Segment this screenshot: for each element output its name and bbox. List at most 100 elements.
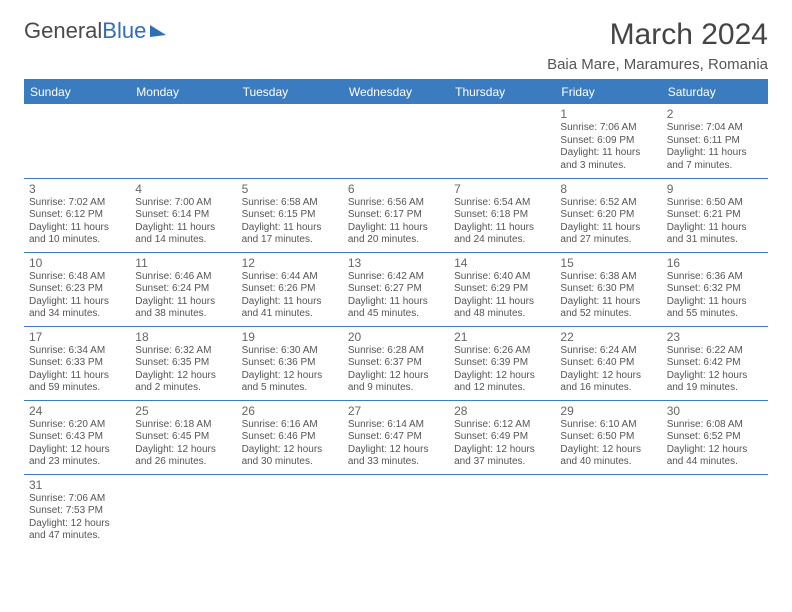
day-number: 26 (242, 404, 338, 418)
day-number: 14 (454, 256, 550, 270)
day-number: 21 (454, 330, 550, 344)
day-cell: 4Sunrise: 7:00 AMSunset: 6:14 PMDaylight… (130, 178, 236, 252)
day-number: 31 (29, 478, 125, 492)
day-number: 12 (242, 256, 338, 270)
day-info: Sunrise: 7:06 AMSunset: 7:53 PMDaylight:… (29, 493, 125, 543)
calendar-row: 31Sunrise: 7:06 AMSunset: 7:53 PMDayligh… (24, 474, 768, 548)
day-number: 8 (560, 182, 656, 196)
day-number: 11 (135, 256, 231, 270)
day-info: Sunrise: 6:50 AMSunset: 6:21 PMDaylight:… (667, 197, 763, 247)
day-cell: 23Sunrise: 6:22 AMSunset: 6:42 PMDayligh… (662, 326, 768, 400)
day-header: Friday (555, 80, 661, 104)
day-info: Sunrise: 6:18 AMSunset: 6:45 PMDaylight:… (135, 419, 231, 469)
empty-cell (449, 474, 555, 548)
empty-cell (237, 104, 343, 178)
logo-text-a: General (24, 18, 102, 44)
day-number: 22 (560, 330, 656, 344)
day-info: Sunrise: 6:46 AMSunset: 6:24 PMDaylight:… (135, 271, 231, 321)
calendar-row: 3Sunrise: 7:02 AMSunset: 6:12 PMDaylight… (24, 178, 768, 252)
day-info: Sunrise: 6:12 AMSunset: 6:49 PMDaylight:… (454, 419, 550, 469)
day-number: 13 (348, 256, 444, 270)
day-cell: 19Sunrise: 6:30 AMSunset: 6:36 PMDayligh… (237, 326, 343, 400)
day-cell: 27Sunrise: 6:14 AMSunset: 6:47 PMDayligh… (343, 400, 449, 474)
day-number: 1 (560, 107, 656, 121)
day-cell: 9Sunrise: 6:50 AMSunset: 6:21 PMDaylight… (662, 178, 768, 252)
empty-cell (24, 104, 130, 178)
day-header: Sunday (24, 80, 130, 104)
calendar-head: SundayMondayTuesdayWednesdayThursdayFrid… (24, 80, 768, 104)
day-cell: 6Sunrise: 6:56 AMSunset: 6:17 PMDaylight… (343, 178, 449, 252)
day-cell: 18Sunrise: 6:32 AMSunset: 6:35 PMDayligh… (130, 326, 236, 400)
day-info: Sunrise: 6:42 AMSunset: 6:27 PMDaylight:… (348, 271, 444, 321)
calendar-row: 10Sunrise: 6:48 AMSunset: 6:23 PMDayligh… (24, 252, 768, 326)
day-number: 25 (135, 404, 231, 418)
day-cell: 10Sunrise: 6:48 AMSunset: 6:23 PMDayligh… (24, 252, 130, 326)
day-cell: 12Sunrise: 6:44 AMSunset: 6:26 PMDayligh… (237, 252, 343, 326)
logo: GeneralBlue (24, 18, 166, 44)
day-cell: 3Sunrise: 7:02 AMSunset: 6:12 PMDaylight… (24, 178, 130, 252)
day-info: Sunrise: 6:16 AMSunset: 6:46 PMDaylight:… (242, 419, 338, 469)
day-cell: 11Sunrise: 6:46 AMSunset: 6:24 PMDayligh… (130, 252, 236, 326)
empty-cell (130, 104, 236, 178)
day-info: Sunrise: 6:24 AMSunset: 6:40 PMDaylight:… (560, 345, 656, 395)
day-header: Monday (130, 80, 236, 104)
day-cell: 16Sunrise: 6:36 AMSunset: 6:32 PMDayligh… (662, 252, 768, 326)
day-info: Sunrise: 6:20 AMSunset: 6:43 PMDaylight:… (29, 419, 125, 469)
day-info: Sunrise: 6:26 AMSunset: 6:39 PMDaylight:… (454, 345, 550, 395)
day-header: Saturday (662, 80, 768, 104)
day-info: Sunrise: 7:02 AMSunset: 6:12 PMDaylight:… (29, 197, 125, 247)
day-info: Sunrise: 6:28 AMSunset: 6:37 PMDaylight:… (348, 345, 444, 395)
day-number: 2 (667, 107, 763, 121)
day-number: 7 (454, 182, 550, 196)
day-number: 9 (667, 182, 763, 196)
day-number: 30 (667, 404, 763, 418)
calendar-row: 24Sunrise: 6:20 AMSunset: 6:43 PMDayligh… (24, 400, 768, 474)
logo-text-b: Blue (102, 18, 146, 44)
day-cell: 8Sunrise: 6:52 AMSunset: 6:20 PMDaylight… (555, 178, 661, 252)
empty-cell (343, 474, 449, 548)
day-number: 18 (135, 330, 231, 344)
day-cell: 25Sunrise: 6:18 AMSunset: 6:45 PMDayligh… (130, 400, 236, 474)
day-header: Thursday (449, 80, 555, 104)
title-block: March 2024 Baia Mare, Maramures, Romania (547, 18, 768, 73)
day-info: Sunrise: 6:10 AMSunset: 6:50 PMDaylight:… (560, 419, 656, 469)
day-info: Sunrise: 7:00 AMSunset: 6:14 PMDaylight:… (135, 197, 231, 247)
day-info: Sunrise: 6:40 AMSunset: 6:29 PMDaylight:… (454, 271, 550, 321)
header: GeneralBlue March 2024 Baia Mare, Maramu… (24, 18, 768, 80)
day-number: 16 (667, 256, 763, 270)
day-info: Sunrise: 6:54 AMSunset: 6:18 PMDaylight:… (454, 197, 550, 247)
day-cell: 1Sunrise: 7:06 AMSunset: 6:09 PMDaylight… (555, 104, 661, 178)
day-header-row: SundayMondayTuesdayWednesdayThursdayFrid… (24, 80, 768, 104)
day-info: Sunrise: 6:34 AMSunset: 6:33 PMDaylight:… (29, 345, 125, 395)
day-number: 28 (454, 404, 550, 418)
day-header: Wednesday (343, 80, 449, 104)
day-cell: 24Sunrise: 6:20 AMSunset: 6:43 PMDayligh… (24, 400, 130, 474)
day-cell: 7Sunrise: 6:54 AMSunset: 6:18 PMDaylight… (449, 178, 555, 252)
day-info: Sunrise: 6:36 AMSunset: 6:32 PMDaylight:… (667, 271, 763, 321)
day-info: Sunrise: 6:22 AMSunset: 6:42 PMDaylight:… (667, 345, 763, 395)
day-info: Sunrise: 6:32 AMSunset: 6:35 PMDaylight:… (135, 345, 231, 395)
day-info: Sunrise: 6:56 AMSunset: 6:17 PMDaylight:… (348, 197, 444, 247)
day-cell: 20Sunrise: 6:28 AMSunset: 6:37 PMDayligh… (343, 326, 449, 400)
empty-cell (343, 104, 449, 178)
location: Baia Mare, Maramures, Romania (547, 56, 768, 73)
day-info: Sunrise: 6:14 AMSunset: 6:47 PMDaylight:… (348, 419, 444, 469)
day-info: Sunrise: 6:30 AMSunset: 6:36 PMDaylight:… (242, 345, 338, 395)
calendar-table: SundayMondayTuesdayWednesdayThursdayFrid… (24, 80, 768, 548)
day-cell: 31Sunrise: 7:06 AMSunset: 7:53 PMDayligh… (24, 474, 130, 548)
day-number: 20 (348, 330, 444, 344)
day-number: 15 (560, 256, 656, 270)
calendar-row: 17Sunrise: 6:34 AMSunset: 6:33 PMDayligh… (24, 326, 768, 400)
day-cell: 30Sunrise: 6:08 AMSunset: 6:52 PMDayligh… (662, 400, 768, 474)
day-cell: 14Sunrise: 6:40 AMSunset: 6:29 PMDayligh… (449, 252, 555, 326)
day-info: Sunrise: 7:04 AMSunset: 6:11 PMDaylight:… (667, 122, 763, 172)
day-number: 6 (348, 182, 444, 196)
day-number: 23 (667, 330, 763, 344)
day-cell: 28Sunrise: 6:12 AMSunset: 6:49 PMDayligh… (449, 400, 555, 474)
empty-cell (130, 474, 236, 548)
day-info: Sunrise: 6:44 AMSunset: 6:26 PMDaylight:… (242, 271, 338, 321)
day-number: 10 (29, 256, 125, 270)
calendar-row: 1Sunrise: 7:06 AMSunset: 6:09 PMDaylight… (24, 104, 768, 178)
day-number: 27 (348, 404, 444, 418)
day-cell: 26Sunrise: 6:16 AMSunset: 6:46 PMDayligh… (237, 400, 343, 474)
